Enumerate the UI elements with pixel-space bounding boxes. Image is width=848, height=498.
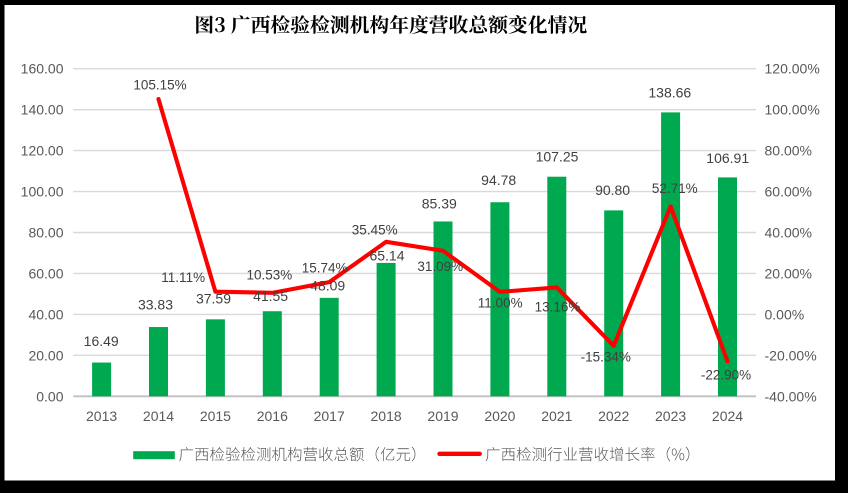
- svg-text:-20.00%: -20.00%: [765, 347, 817, 363]
- svg-text:80.00: 80.00: [28, 225, 63, 241]
- svg-text:60.00: 60.00: [28, 265, 63, 281]
- svg-text:15.74%: 15.74%: [302, 261, 348, 276]
- svg-text:13.16%: 13.16%: [535, 300, 581, 315]
- svg-text:41.55: 41.55: [253, 288, 288, 304]
- svg-text:2024: 2024: [712, 408, 743, 424]
- svg-text:11.00%: 11.00%: [478, 295, 523, 310]
- svg-text:-15.34%: -15.34%: [581, 349, 631, 364]
- svg-text:10.53%: 10.53%: [247, 268, 293, 283]
- svg-text:106.91: 106.91: [706, 150, 749, 166]
- svg-text:60.00%: 60.00%: [765, 184, 812, 200]
- svg-text:11.11%: 11.11%: [161, 270, 205, 285]
- svg-text:94.78: 94.78: [481, 172, 516, 188]
- svg-text:2014: 2014: [143, 408, 174, 424]
- svg-text:33.83: 33.83: [138, 297, 173, 313]
- svg-text:120.00%: 120.00%: [765, 61, 820, 77]
- svg-text:37.59: 37.59: [196, 291, 231, 307]
- svg-text:40.00: 40.00: [28, 306, 63, 322]
- svg-text:16.49: 16.49: [84, 333, 119, 349]
- svg-text:2018: 2018: [371, 408, 402, 424]
- svg-text:40.00%: 40.00%: [765, 225, 812, 241]
- svg-text:105.15%: 105.15%: [133, 77, 186, 92]
- svg-text:107.25: 107.25: [536, 149, 579, 165]
- svg-text:140.00: 140.00: [21, 102, 64, 118]
- svg-text:-40.00%: -40.00%: [765, 388, 817, 404]
- svg-text:0.00%: 0.00%: [765, 306, 805, 322]
- svg-text:90.80: 90.80: [595, 182, 630, 198]
- svg-text:100.00%: 100.00%: [765, 102, 820, 118]
- svg-text:2020: 2020: [484, 408, 515, 424]
- svg-text:2021: 2021: [541, 408, 572, 424]
- svg-text:80.00%: 80.00%: [765, 143, 812, 159]
- svg-text:-22.90%: -22.90%: [701, 368, 751, 383]
- svg-text:2017: 2017: [314, 408, 345, 424]
- svg-text:20.00%: 20.00%: [765, 265, 812, 281]
- svg-text:85.39: 85.39: [422, 196, 457, 212]
- svg-text:2013: 2013: [86, 408, 117, 424]
- svg-text:2023: 2023: [655, 408, 686, 424]
- svg-text:31.09%: 31.09%: [417, 259, 463, 274]
- svg-text:20.00: 20.00: [28, 347, 63, 363]
- svg-text:2015: 2015: [200, 408, 231, 424]
- svg-text:52.71%: 52.71%: [652, 181, 698, 196]
- svg-text:48.09: 48.09: [310, 278, 345, 294]
- svg-text:65.14: 65.14: [369, 248, 404, 264]
- svg-text:138.66: 138.66: [648, 84, 691, 100]
- svg-text:100.00: 100.00: [21, 184, 64, 200]
- svg-text:2022: 2022: [598, 408, 629, 424]
- svg-text:35.45%: 35.45%: [352, 222, 398, 237]
- svg-text:160.00: 160.00: [21, 61, 64, 77]
- svg-text:2016: 2016: [257, 408, 288, 424]
- svg-text:0.00: 0.00: [36, 388, 63, 404]
- svg-text:2019: 2019: [427, 408, 458, 424]
- svg-text:120.00: 120.00: [21, 143, 64, 159]
